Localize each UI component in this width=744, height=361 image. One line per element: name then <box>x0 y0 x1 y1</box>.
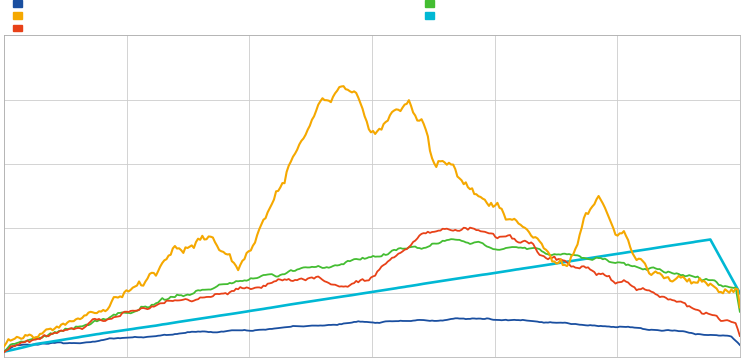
Legend: , : , <box>425 0 442 21</box>
